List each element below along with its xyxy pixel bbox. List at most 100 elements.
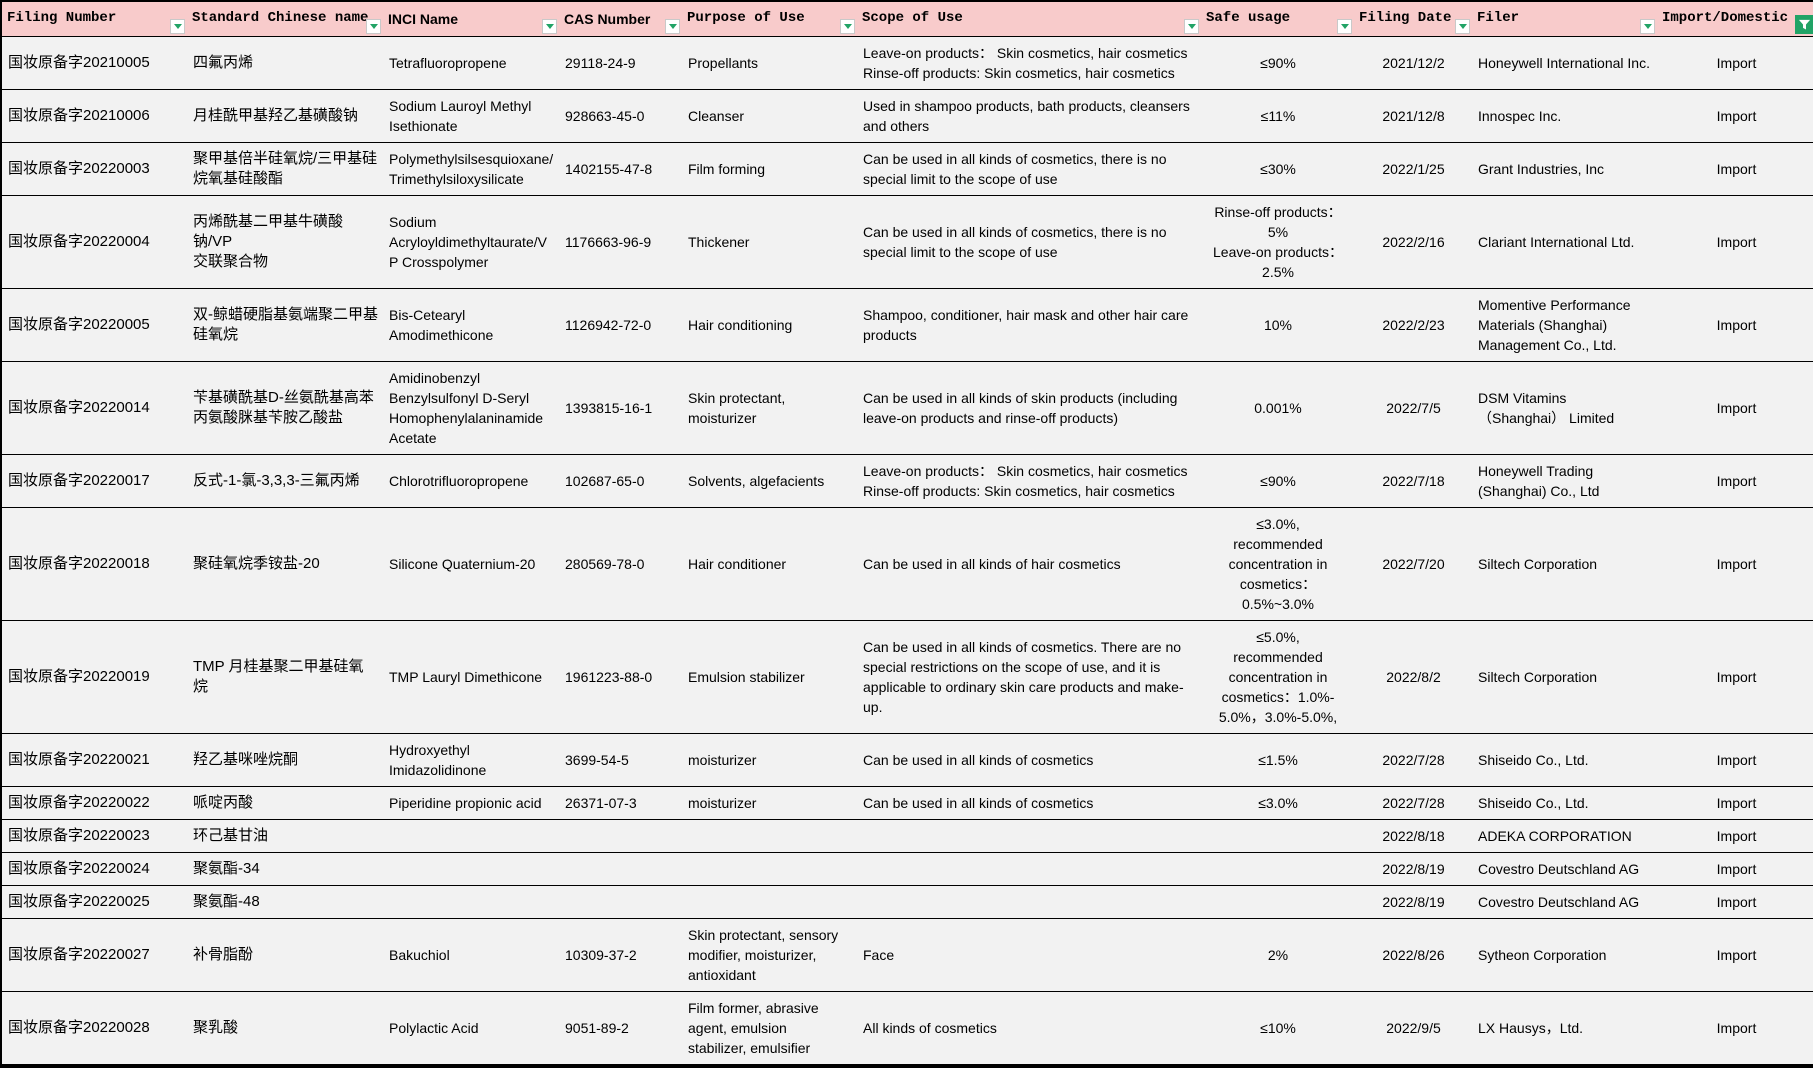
- cell-filing-date[interactable]: 2022/8/26: [1354, 918, 1472, 992]
- filter-dropdown-button[interactable]: [366, 18, 381, 34]
- cell-filing-number[interactable]: 国妆原备字20220022: [2, 786, 187, 820]
- cell-chinese-name[interactable]: 补骨脂酚: [187, 918, 383, 992]
- cell-cas-number[interactable]: 102687-65-0: [559, 454, 682, 508]
- cell-filer[interactable]: ADEKA CORPORATION: [1472, 819, 1657, 853]
- cell-inci-name[interactable]: Bakuchiol: [383, 918, 559, 992]
- column-header-safe-usage[interactable]: Safe usage: [1201, 2, 1354, 37]
- cell-filer[interactable]: Covestro Deutschland AG: [1472, 885, 1657, 919]
- cell-purpose[interactable]: Cleanser: [682, 89, 857, 143]
- cell-scope[interactable]: Face: [857, 918, 1201, 992]
- cell-filing-number[interactable]: 国妆原备字20220004: [2, 195, 187, 289]
- filter-dropdown-button[interactable]: [1455, 18, 1470, 34]
- cell-cas-number[interactable]: 928663-45-0: [559, 89, 682, 143]
- cell-scope[interactable]: Can be used in all kinds of cosmetics, t…: [857, 195, 1201, 289]
- cell-filer[interactable]: Siltech Corporation: [1472, 620, 1657, 734]
- cell-filing-number[interactable]: 国妆原备字20220023: [2, 819, 187, 853]
- cell-cas-number[interactable]: 29118-24-9: [559, 36, 682, 90]
- column-header-filer[interactable]: Filer: [1472, 2, 1657, 37]
- cell-import-domestic[interactable]: Import: [1657, 36, 1813, 90]
- column-header-purpose[interactable]: Purpose of Use: [682, 2, 857, 37]
- cell-import-domestic[interactable]: Import: [1657, 195, 1813, 289]
- cell-safe-usage[interactable]: [1201, 852, 1354, 886]
- cell-cas-number[interactable]: [559, 852, 682, 886]
- cell-scope[interactable]: [857, 819, 1201, 853]
- cell-inci-name[interactable]: [383, 852, 559, 886]
- cell-cas-number[interactable]: 1402155-47-8: [559, 142, 682, 196]
- cell-inci-name[interactable]: TMP Lauryl Dimethicone: [383, 620, 559, 734]
- column-header-chinese-name[interactable]: Standard Chinese name: [187, 2, 383, 37]
- cell-import-domestic[interactable]: Import: [1657, 918, 1813, 992]
- column-header-cas-number[interactable]: CAS Number: [559, 2, 682, 37]
- cell-filing-number[interactable]: 国妆原备字20220017: [2, 454, 187, 508]
- cell-chinese-name[interactable]: 羟乙基咪唑烷酮: [187, 733, 383, 787]
- cell-scope[interactable]: Used in shampoo products, bath products,…: [857, 89, 1201, 143]
- cell-chinese-name[interactable]: 四氟丙烯: [187, 36, 383, 90]
- cell-safe-usage[interactable]: ≤90%: [1201, 36, 1354, 90]
- cell-filer[interactable]: Honeywell International Inc.: [1472, 36, 1657, 90]
- cell-filing-date[interactable]: 2021/12/8: [1354, 89, 1472, 143]
- cell-purpose[interactable]: Propellants: [682, 36, 857, 90]
- cell-purpose[interactable]: [682, 819, 857, 853]
- cell-filing-date[interactable]: 2022/1/25: [1354, 142, 1472, 196]
- cell-chinese-name[interactable]: 丙烯酰基二甲基牛磺酸钠/VP 交联聚合物: [187, 195, 383, 289]
- cell-inci-name[interactable]: Tetrafluoropropene: [383, 36, 559, 90]
- filter-dropdown-button[interactable]: [1640, 18, 1655, 34]
- filter-dropdown-button[interactable]: [1337, 18, 1352, 34]
- cell-filing-number[interactable]: 国妆原备字20220018: [2, 507, 187, 621]
- filter-active-button[interactable]: [1795, 14, 1813, 34]
- cell-import-domestic[interactable]: Import: [1657, 288, 1813, 362]
- cell-purpose[interactable]: Emulsion stabilizer: [682, 620, 857, 734]
- cell-filing-date[interactable]: 2022/8/19: [1354, 852, 1472, 886]
- cell-purpose[interactable]: moisturizer: [682, 733, 857, 787]
- cell-scope[interactable]: Can be used in all kinds of cosmetics. T…: [857, 620, 1201, 734]
- cell-filer[interactable]: Sytheon Corporation: [1472, 918, 1657, 992]
- cell-cas-number[interactable]: 26371-07-3: [559, 786, 682, 820]
- cell-cas-number[interactable]: 280569-78-0: [559, 507, 682, 621]
- cell-inci-name[interactable]: Hydroxyethyl Imidazolidinone: [383, 733, 559, 787]
- filter-dropdown-button[interactable]: [542, 18, 557, 34]
- column-header-filing-number[interactable]: Filing Number: [2, 2, 187, 37]
- cell-filing-date[interactable]: 2022/9/5: [1386, 1019, 1441, 1036]
- cell-chinese-name[interactable]: 双-鲸蜡硬脂基氨端聚二甲基 硅氧烷: [187, 288, 383, 362]
- cell-filer[interactable]: Momentive Performance Materials (Shangha…: [1472, 288, 1657, 362]
- cell-inci-name[interactable]: Polylactic Acid: [389, 1019, 479, 1036]
- cell-safe-usage[interactable]: ≤30%: [1201, 142, 1354, 196]
- cell-filing-date[interactable]: 2022/2/23: [1354, 288, 1472, 362]
- cell-scope[interactable]: All kinds of cosmetics: [863, 1019, 997, 1036]
- cell-purpose[interactable]: Skin protectant, moisturizer: [682, 361, 857, 455]
- cell-import-domestic[interactable]: Import: [1657, 733, 1813, 787]
- cell-safe-usage[interactable]: ≤5.0%, recommended concentration in cosm…: [1201, 620, 1354, 734]
- cell-chinese-name[interactable]: 聚氨酯-34: [187, 852, 383, 886]
- cell-scope[interactable]: Can be used in all kinds of cosmetics: [857, 786, 1201, 820]
- cell-safe-usage[interactable]: 2%: [1201, 918, 1354, 992]
- cell-filer[interactable]: Shiseido Co., Ltd.: [1472, 733, 1657, 787]
- cell-filer[interactable]: DSM Vitamins （Shanghai） Limited: [1472, 361, 1657, 455]
- cell-inci-name[interactable]: Polymethylsilsesquioxane/ Trimethylsilox…: [383, 142, 559, 196]
- cell-filing-date[interactable]: 2022/2/16: [1354, 195, 1472, 289]
- cell-chinese-name[interactable]: 反式-1-氯-3,3,3-三氟丙烯: [187, 454, 383, 508]
- cell-inci-name[interactable]: Chlorotrifluoropropene: [383, 454, 559, 508]
- cell-cas-number[interactable]: 3699-54-5: [559, 733, 682, 787]
- cell-safe-usage[interactable]: ≤90%: [1201, 454, 1354, 508]
- cell-filing-date[interactable]: 2022/8/2: [1354, 620, 1472, 734]
- cell-safe-usage[interactable]: 10%: [1201, 288, 1354, 362]
- cell-purpose[interactable]: Hair conditioner: [682, 507, 857, 621]
- cell-filer[interactable]: LX Hausys，Ltd.: [1478, 1019, 1584, 1036]
- cell-import-domestic[interactable]: Import: [1657, 142, 1813, 196]
- cell-filer[interactable]: Shiseido Co., Ltd.: [1472, 786, 1657, 820]
- cell-import-domestic[interactable]: Import: [1657, 819, 1813, 853]
- cell-filing-date[interactable]: 2022/7/18: [1354, 454, 1472, 508]
- cell-filing-number[interactable]: 国妆原备字20220028: [8, 1018, 150, 1036]
- cell-chinese-name[interactable]: 月桂酰甲基羟乙基磺酸钠: [187, 89, 383, 143]
- cell-filing-date[interactable]: 2021/12/2: [1354, 36, 1472, 90]
- cell-import-domestic[interactable]: Import: [1657, 507, 1813, 621]
- cell-inci-name[interactable]: Bis-Cetearyl Amodimethicone: [383, 288, 559, 362]
- cell-purpose[interactable]: Film former, abrasive agent, emulsion st…: [688, 999, 819, 1056]
- cell-scope[interactable]: Leave-on products： Skin cosmetics, hair …: [857, 454, 1201, 508]
- cell-inci-name[interactable]: [383, 819, 559, 853]
- filter-dropdown-button[interactable]: [840, 18, 855, 34]
- cell-cas-number[interactable]: 9051-89-2: [565, 1019, 629, 1036]
- cell-filing-number[interactable]: 国妆原备字20220021: [2, 733, 187, 787]
- cell-scope[interactable]: Can be used in all kinds of hair cosmeti…: [857, 507, 1201, 621]
- cell-filer[interactable]: Covestro Deutschland AG: [1472, 852, 1657, 886]
